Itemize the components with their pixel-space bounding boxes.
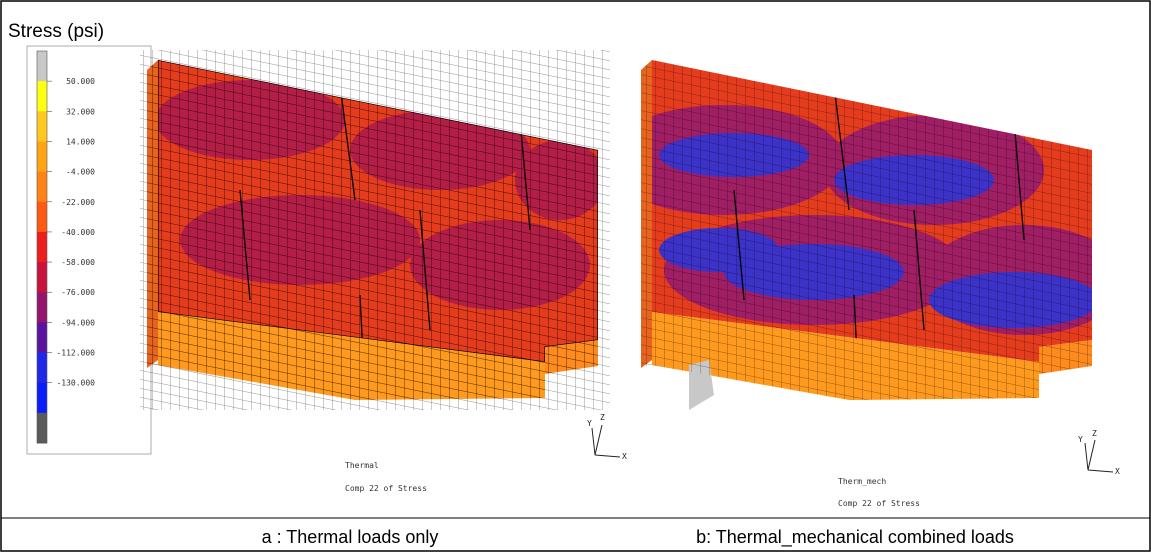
colorbar-segment <box>37 382 47 414</box>
axis-label: Z <box>600 413 605 422</box>
colorbar-segment <box>37 141 47 173</box>
panel-subtitle: Comp 22 of Stress <box>838 499 920 508</box>
colorbar-segment <box>37 81 47 112</box>
colorbar-label: -22.000 <box>61 198 95 207</box>
colorbar-segment <box>37 231 47 263</box>
axis-label: X <box>1115 467 1120 476</box>
colorbar-label: -76.000 <box>61 288 95 297</box>
axis-label: Y <box>1078 435 1083 444</box>
colorbar-label: -112.000 <box>56 349 95 358</box>
colorbar-label: -94.000 <box>61 318 95 327</box>
model-b <box>641 60 1092 410</box>
colorbar-segment <box>37 51 47 82</box>
axis-label: Z <box>1092 429 1097 438</box>
colorbar-label: 32.000 <box>66 107 95 116</box>
colorbar-label: -58.000 <box>61 258 95 267</box>
legend-title: Stress (psi) <box>8 21 104 42</box>
colorbar-segment <box>37 292 47 323</box>
colorbar-label: 14.000 <box>66 137 95 146</box>
colorbar-label: 50.000 <box>66 77 95 86</box>
panel-name: Thermal <box>345 461 379 470</box>
axis-triad-b <box>1084 439 1114 473</box>
colorbar-segment <box>37 352 47 384</box>
colorbar: 50.000 32.000 14.000 -4.000 -22.000 -40.000 -5… <box>36 50 95 444</box>
colorbar-label: -4.000 <box>66 168 95 177</box>
panel-subtitle: Comp 22 of Stress <box>345 484 427 493</box>
caption: a : Thermal loads only <box>262 527 439 547</box>
caption: b: Thermal_mechanical combined loads <box>696 527 1014 548</box>
colorbar-label: -40.000 <box>61 228 95 237</box>
colorbar-label: -130.000 <box>56 379 95 388</box>
colorbar-segment <box>37 412 47 444</box>
colorbar-segment <box>37 262 47 293</box>
colorbar-outline <box>36 50 48 444</box>
model-a <box>140 50 610 410</box>
axis-label: Y <box>587 419 592 428</box>
colorbar-segment <box>37 322 47 354</box>
colorbar-segment <box>37 111 47 142</box>
colorbar-segment <box>37 201 47 233</box>
colorbar-segment <box>37 171 47 203</box>
axis-triad-a <box>591 424 621 458</box>
panel-name: Therm_mech <box>838 477 886 486</box>
axis-label: X <box>622 452 627 461</box>
